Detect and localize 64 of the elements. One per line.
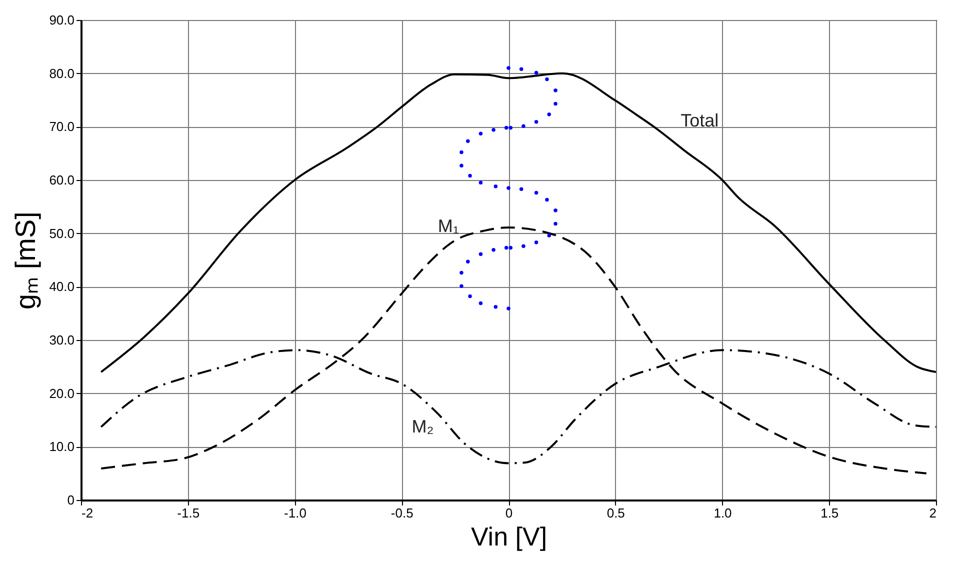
- point: [519, 187, 524, 191]
- point: [478, 301, 483, 306]
- point: [466, 139, 470, 143]
- series-label: M₂: [412, 416, 434, 437]
- x-tick-label: -2: [82, 506, 94, 520]
- point: [508, 126, 513, 130]
- y-tick-label: 40.0: [49, 279, 74, 294]
- point: [506, 66, 510, 70]
- point: [494, 184, 498, 188]
- point: [460, 270, 464, 275]
- y-tick-label: 60.0: [49, 172, 74, 188]
- y-tick-label: 50.0: [49, 226, 74, 241]
- point: [478, 132, 483, 136]
- y-tick-label: 30.0: [49, 332, 74, 348]
- point: [468, 294, 472, 298]
- point: [478, 180, 483, 185]
- x-axis-title: Vin [V]: [470, 522, 548, 552]
- point: [492, 248, 496, 252]
- y-tick-label: 90.0: [49, 12, 74, 28]
- point: [522, 124, 526, 128]
- x-tick-label: 0: [505, 506, 513, 520]
- x-tick-label: 1.0: [714, 506, 732, 520]
- point: [519, 67, 524, 71]
- point: [504, 126, 508, 130]
- point: [460, 164, 464, 168]
- x-tick-label: 2: [929, 506, 936, 520]
- point: [506, 306, 510, 310]
- point: [460, 150, 464, 154]
- y-tick-label: 80.0: [49, 66, 74, 81]
- point: [506, 186, 510, 190]
- point: [545, 198, 549, 202]
- series-label: M₁: [438, 216, 459, 236]
- point: [534, 70, 538, 75]
- y-tick-label: 20.0: [49, 386, 74, 401]
- y-tick-label: 0: [67, 492, 74, 508]
- point: [545, 77, 549, 82]
- point: [554, 102, 558, 106]
- x-tick-label: 1.5: [820, 506, 839, 520]
- point: [534, 190, 538, 195]
- x-tick-label: -1.0: [284, 506, 306, 520]
- point: [460, 284, 464, 288]
- point: [504, 246, 508, 250]
- point: [466, 260, 470, 264]
- point: [534, 120, 538, 124]
- point: [554, 208, 558, 212]
- point: [554, 222, 558, 226]
- point: [547, 112, 551, 116]
- series-label: Total: [680, 110, 719, 131]
- point: [492, 128, 496, 132]
- y-axis-title: gₘ [mS]: [10, 212, 42, 310]
- x-tick-label: -1.5: [177, 506, 200, 520]
- y-tick-label: 70.0: [49, 119, 74, 134]
- point: [478, 252, 483, 256]
- point: [522, 244, 526, 248]
- point: [494, 305, 498, 309]
- y-tick-label: 10.0: [49, 439, 74, 454]
- point: [468, 174, 472, 178]
- point: [547, 234, 551, 238]
- point: [534, 240, 538, 244]
- point: [554, 88, 558, 92]
- x-tick-label: -0.5: [390, 506, 414, 520]
- line-series: [100, 72, 936, 373]
- x-tick-label: 0.5: [606, 506, 625, 520]
- point: [508, 246, 513, 250]
